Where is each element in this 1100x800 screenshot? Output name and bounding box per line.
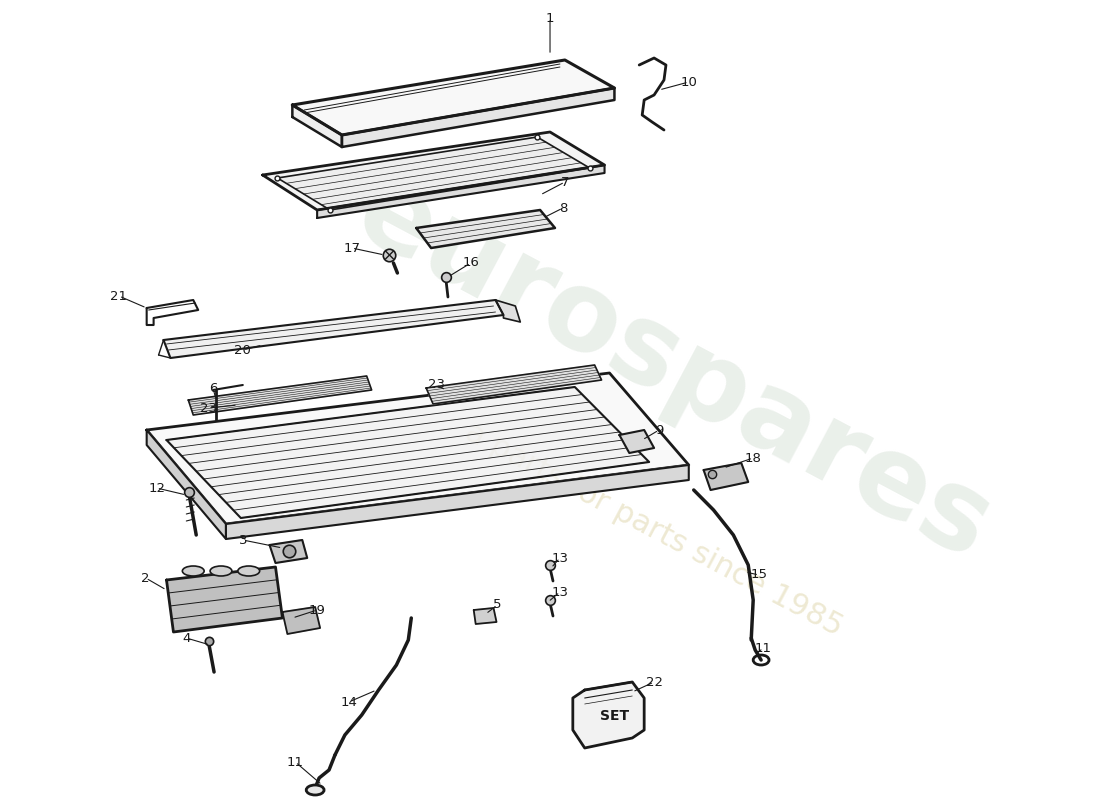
Text: 16: 16	[462, 257, 480, 270]
Text: 11: 11	[287, 755, 304, 769]
Text: 11: 11	[755, 642, 771, 654]
Text: 3: 3	[239, 534, 248, 546]
Polygon shape	[293, 60, 615, 135]
Text: 9: 9	[654, 423, 663, 437]
Text: 6: 6	[209, 382, 218, 394]
Text: 21: 21	[110, 290, 128, 302]
Polygon shape	[416, 210, 556, 248]
Text: 7: 7	[561, 175, 569, 189]
Text: 12: 12	[148, 482, 165, 494]
Text: 14: 14	[340, 695, 358, 709]
Polygon shape	[426, 365, 602, 404]
Polygon shape	[263, 132, 605, 210]
Text: 10: 10	[680, 75, 697, 89]
Ellipse shape	[306, 785, 324, 795]
Text: 18: 18	[745, 451, 761, 465]
Text: 1: 1	[546, 11, 554, 25]
Polygon shape	[226, 465, 689, 539]
Polygon shape	[293, 105, 342, 147]
Polygon shape	[704, 463, 748, 490]
Text: eurospares: eurospares	[339, 158, 1010, 582]
Text: a parts for parts since 1985: a parts for parts since 1985	[460, 418, 848, 642]
Text: 19: 19	[309, 603, 326, 617]
Polygon shape	[146, 430, 226, 539]
Polygon shape	[619, 430, 654, 453]
Polygon shape	[283, 607, 320, 634]
Polygon shape	[166, 387, 649, 518]
Text: 23: 23	[199, 402, 217, 414]
Polygon shape	[188, 376, 372, 415]
Ellipse shape	[210, 566, 232, 576]
Text: SET: SET	[600, 709, 629, 723]
Text: 17: 17	[343, 242, 361, 254]
Polygon shape	[495, 300, 520, 322]
Polygon shape	[270, 540, 307, 563]
Polygon shape	[342, 88, 615, 147]
Polygon shape	[317, 165, 605, 218]
Text: 15: 15	[750, 569, 768, 582]
Text: 2: 2	[142, 571, 150, 585]
Text: 5: 5	[493, 598, 502, 611]
Polygon shape	[277, 137, 590, 210]
Text: 13: 13	[551, 551, 569, 565]
Ellipse shape	[238, 566, 260, 576]
Polygon shape	[166, 567, 283, 632]
Polygon shape	[573, 682, 645, 748]
Polygon shape	[164, 300, 504, 358]
Ellipse shape	[183, 566, 205, 576]
Polygon shape	[146, 373, 689, 524]
Text: 8: 8	[559, 202, 568, 214]
Text: 23: 23	[428, 378, 444, 391]
Text: 13: 13	[551, 586, 569, 598]
Polygon shape	[474, 608, 496, 624]
Text: 20: 20	[234, 343, 251, 357]
Text: 22: 22	[646, 675, 662, 689]
Text: 4: 4	[183, 631, 190, 645]
